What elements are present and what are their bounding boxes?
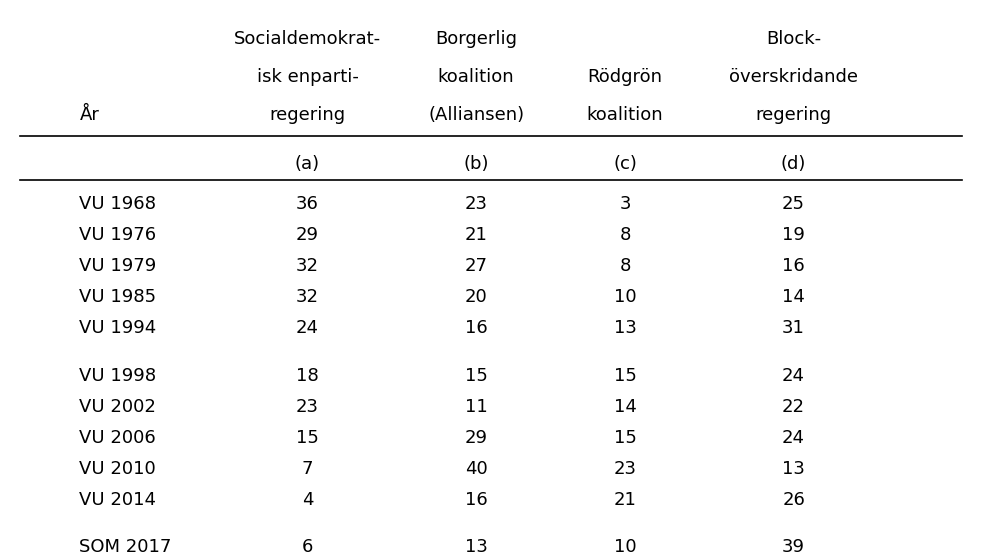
Text: 21: 21 (464, 226, 488, 244)
Text: 15: 15 (613, 367, 637, 385)
Text: 18: 18 (297, 367, 318, 385)
Text: Block-: Block- (766, 30, 821, 47)
Text: 23: 23 (613, 460, 637, 478)
Text: VU 2006: VU 2006 (79, 429, 156, 446)
Text: (a): (a) (295, 155, 320, 173)
Text: 26: 26 (782, 490, 806, 508)
Text: (b): (b) (463, 155, 489, 173)
Text: 22: 22 (782, 398, 806, 416)
Text: Rödgrön: Rödgrön (587, 68, 663, 86)
Text: 13: 13 (613, 319, 637, 337)
Text: 16: 16 (783, 257, 805, 275)
Text: (c): (c) (613, 155, 637, 173)
Text: 13: 13 (464, 538, 488, 556)
Text: 10: 10 (614, 288, 636, 306)
Text: 29: 29 (464, 429, 488, 446)
Text: 13: 13 (782, 460, 806, 478)
Text: 25: 25 (782, 195, 806, 213)
Text: 4: 4 (302, 490, 313, 508)
Text: isk enparti-: isk enparti- (257, 68, 358, 86)
Text: VU 1998: VU 1998 (79, 367, 157, 385)
Text: 8: 8 (619, 257, 631, 275)
Text: VU 2010: VU 2010 (79, 460, 156, 478)
Text: 8: 8 (619, 226, 631, 244)
Text: 16: 16 (465, 319, 487, 337)
Text: 14: 14 (782, 288, 806, 306)
Text: 15: 15 (613, 429, 637, 446)
Text: VU 1994: VU 1994 (79, 319, 157, 337)
Text: 24: 24 (296, 319, 319, 337)
Text: 40: 40 (465, 460, 487, 478)
Text: VU 2002: VU 2002 (79, 398, 156, 416)
Text: 23: 23 (296, 398, 319, 416)
Text: 3: 3 (619, 195, 631, 213)
Text: 29: 29 (296, 226, 319, 244)
Text: 31: 31 (782, 319, 806, 337)
Text: SOM 2017: SOM 2017 (79, 538, 172, 556)
Text: 24: 24 (782, 367, 806, 385)
Text: regering: regering (756, 106, 831, 124)
Text: koalition: koalition (437, 68, 515, 86)
Text: 14: 14 (613, 398, 637, 416)
Text: 19: 19 (782, 226, 806, 244)
Text: (d): (d) (781, 155, 806, 173)
Text: 10: 10 (614, 538, 636, 556)
Text: VU 1976: VU 1976 (79, 226, 157, 244)
Text: regering: regering (270, 106, 345, 124)
Text: 15: 15 (464, 367, 488, 385)
Text: (Alliansen): (Alliansen) (429, 106, 524, 124)
Text: 32: 32 (296, 288, 319, 306)
Text: koalition: koalition (586, 106, 664, 124)
Text: 24: 24 (782, 429, 806, 446)
Text: 32: 32 (296, 257, 319, 275)
Text: VU 1979: VU 1979 (79, 257, 157, 275)
Text: 23: 23 (464, 195, 488, 213)
Text: Socialdemokrat-: Socialdemokrat- (234, 30, 381, 47)
Text: 11: 11 (465, 398, 487, 416)
Text: överskridande: överskridande (729, 68, 858, 86)
Text: 15: 15 (296, 429, 319, 446)
Text: 39: 39 (782, 538, 806, 556)
Text: 21: 21 (613, 490, 637, 508)
Text: VU 1968: VU 1968 (79, 195, 157, 213)
Text: 20: 20 (465, 288, 487, 306)
Text: VU 1985: VU 1985 (79, 288, 157, 306)
Text: VU 2014: VU 2014 (79, 490, 157, 508)
Text: 36: 36 (296, 195, 319, 213)
Text: 27: 27 (464, 257, 488, 275)
Text: 16: 16 (465, 490, 487, 508)
Text: År: År (79, 106, 99, 124)
Text: 7: 7 (302, 460, 313, 478)
Text: 6: 6 (302, 538, 313, 556)
Text: Borgerlig: Borgerlig (435, 30, 517, 47)
